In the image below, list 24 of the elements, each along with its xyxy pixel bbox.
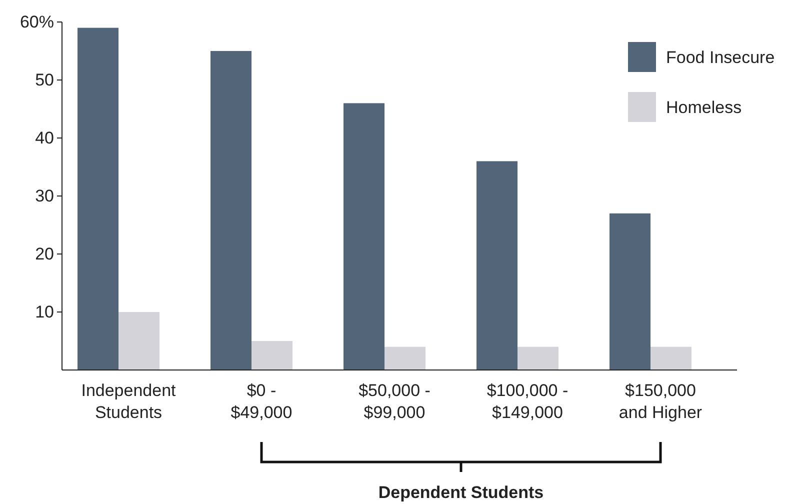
bar bbox=[650, 346, 692, 370]
y-tick-label: 10 bbox=[35, 302, 54, 322]
legend-label: Food Insecure bbox=[666, 48, 775, 67]
bar bbox=[252, 341, 292, 370]
bar bbox=[518, 346, 558, 370]
bar bbox=[78, 28, 118, 370]
bar bbox=[610, 213, 650, 370]
x-tick-label: $50,000 - $99,000 bbox=[358, 381, 430, 422]
text: Dependent Students bbox=[378, 483, 544, 502]
y-tick-label: 60% bbox=[20, 12, 54, 32]
x-tick-label: $0 - $49,000 bbox=[230, 381, 292, 422]
bar bbox=[344, 103, 384, 370]
x-tick-label: $150,000 and Higher bbox=[618, 381, 702, 422]
bar bbox=[384, 346, 426, 370]
x-tick-label: Independent Students bbox=[81, 381, 176, 422]
bar bbox=[476, 161, 518, 370]
y-tick-label: 20 bbox=[35, 244, 54, 264]
y-tick-label: 50 bbox=[35, 70, 54, 90]
x-tick-label: $100,000 - $149,000 bbox=[486, 381, 568, 422]
bar bbox=[210, 51, 252, 370]
y-tick-label: 30 bbox=[35, 186, 54, 206]
y-tick-label: 40 bbox=[35, 128, 54, 148]
legend-label: Homeless bbox=[666, 98, 742, 117]
bar bbox=[118, 312, 160, 370]
